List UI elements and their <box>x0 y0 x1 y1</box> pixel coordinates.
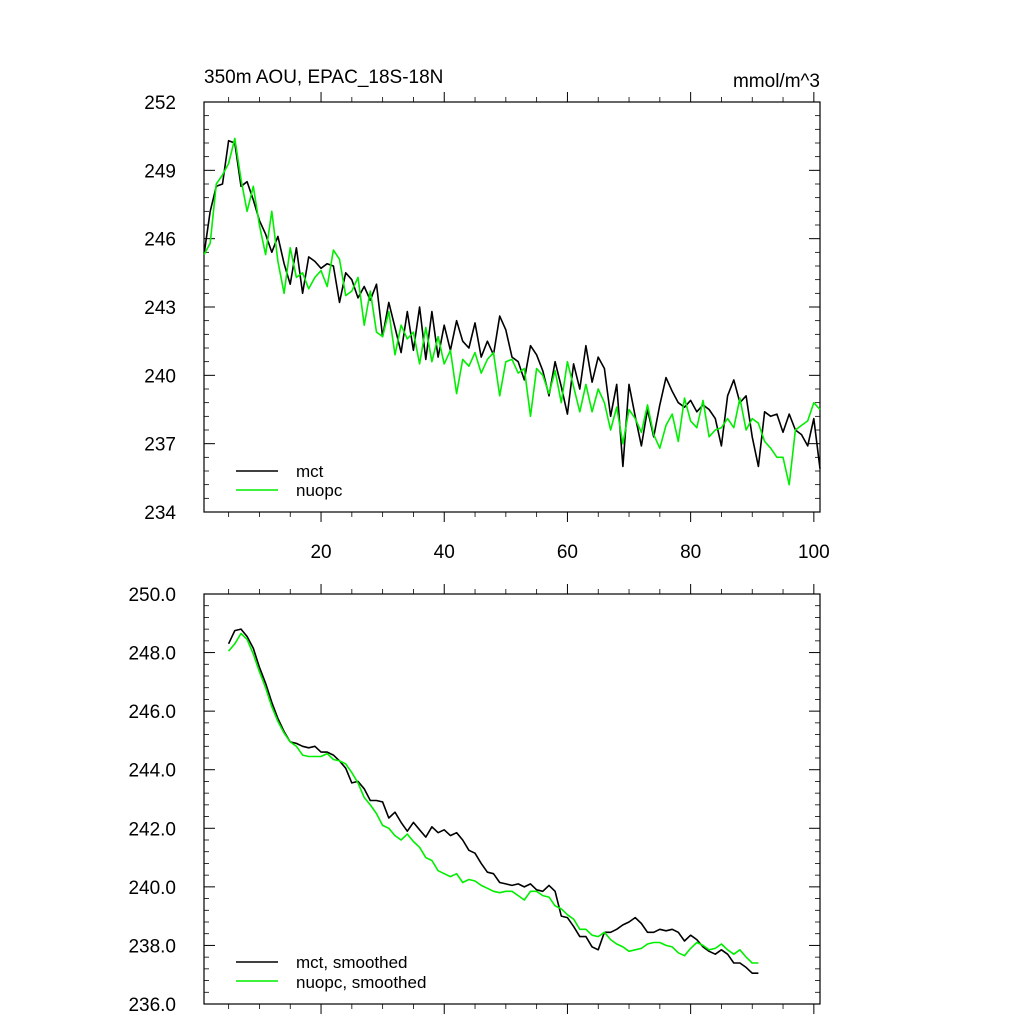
y-tick-label: 249 <box>144 161 176 182</box>
series-line-nuopc <box>203 137 821 486</box>
chart-title: 350m AOU, EPAC_18S-18N <box>204 67 443 88</box>
legend-label-nuopc: nuopc <box>296 481 343 500</box>
top-panel: 350m AOU, EPAC_18S-18N mmol/m^3 234 237 24… <box>144 67 829 563</box>
legend-label-mct: mct <box>296 462 324 481</box>
x-tick-label: 60 <box>557 542 578 563</box>
x-tick-label: 100 <box>798 542 830 563</box>
axis-ticks: 236.0 238.0 240.0 242.0 244.0 246.0 248.0 250.0 <box>128 584 820 1016</box>
units-label: mmol/m^3 <box>733 71 820 92</box>
y-tick-label: 246 <box>144 230 176 251</box>
y-tick-label: 250.0 <box>128 585 176 606</box>
plot-lines <box>203 137 821 486</box>
x-tick-label: 20 <box>310 542 331 563</box>
series-line-mct-smoothed <box>227 628 759 975</box>
legend-label-nuopc-smoothed: nuopc, smoothed <box>296 973 426 992</box>
bottom-panel: 236.0 238.0 240.0 242.0 244.0 246.0 248.0 250.0… <box>128 584 821 1016</box>
y-tick-label: 246.0 <box>128 702 176 723</box>
y-tick-label: 236.0 <box>128 995 176 1016</box>
axis-ticks: 234 237 240 243 246 249 252 20 40 60 80 100 <box>144 92 830 563</box>
y-tick-label: 252 <box>144 93 176 114</box>
legend: mct nuopc <box>236 462 343 500</box>
y-tick-label: 237 <box>144 435 176 456</box>
y-tick-label: 240 <box>144 366 176 387</box>
x-tick-label: 80 <box>680 542 701 563</box>
series-line-nuopc-smoothed <box>227 632 759 964</box>
legend-label-mct-smoothed: mct, smoothed <box>296 953 408 972</box>
y-tick-label: 242.0 <box>128 819 176 840</box>
y-tick-label: 244.0 <box>128 761 176 782</box>
series-line-mct <box>203 139 821 469</box>
y-tick-label: 238.0 <box>128 936 176 957</box>
plot-frame <box>203 593 821 1005</box>
y-tick-label: 240.0 <box>128 878 176 899</box>
y-tick-label: 243 <box>144 298 176 319</box>
legend: mct, smoothed nuopc, smoothed <box>236 953 426 992</box>
x-tick-label: 40 <box>434 542 455 563</box>
y-tick-label: 234 <box>144 503 176 524</box>
y-tick-label: 248.0 <box>128 644 176 665</box>
plot-frame <box>203 101 821 513</box>
plot-lines <box>227 628 759 975</box>
